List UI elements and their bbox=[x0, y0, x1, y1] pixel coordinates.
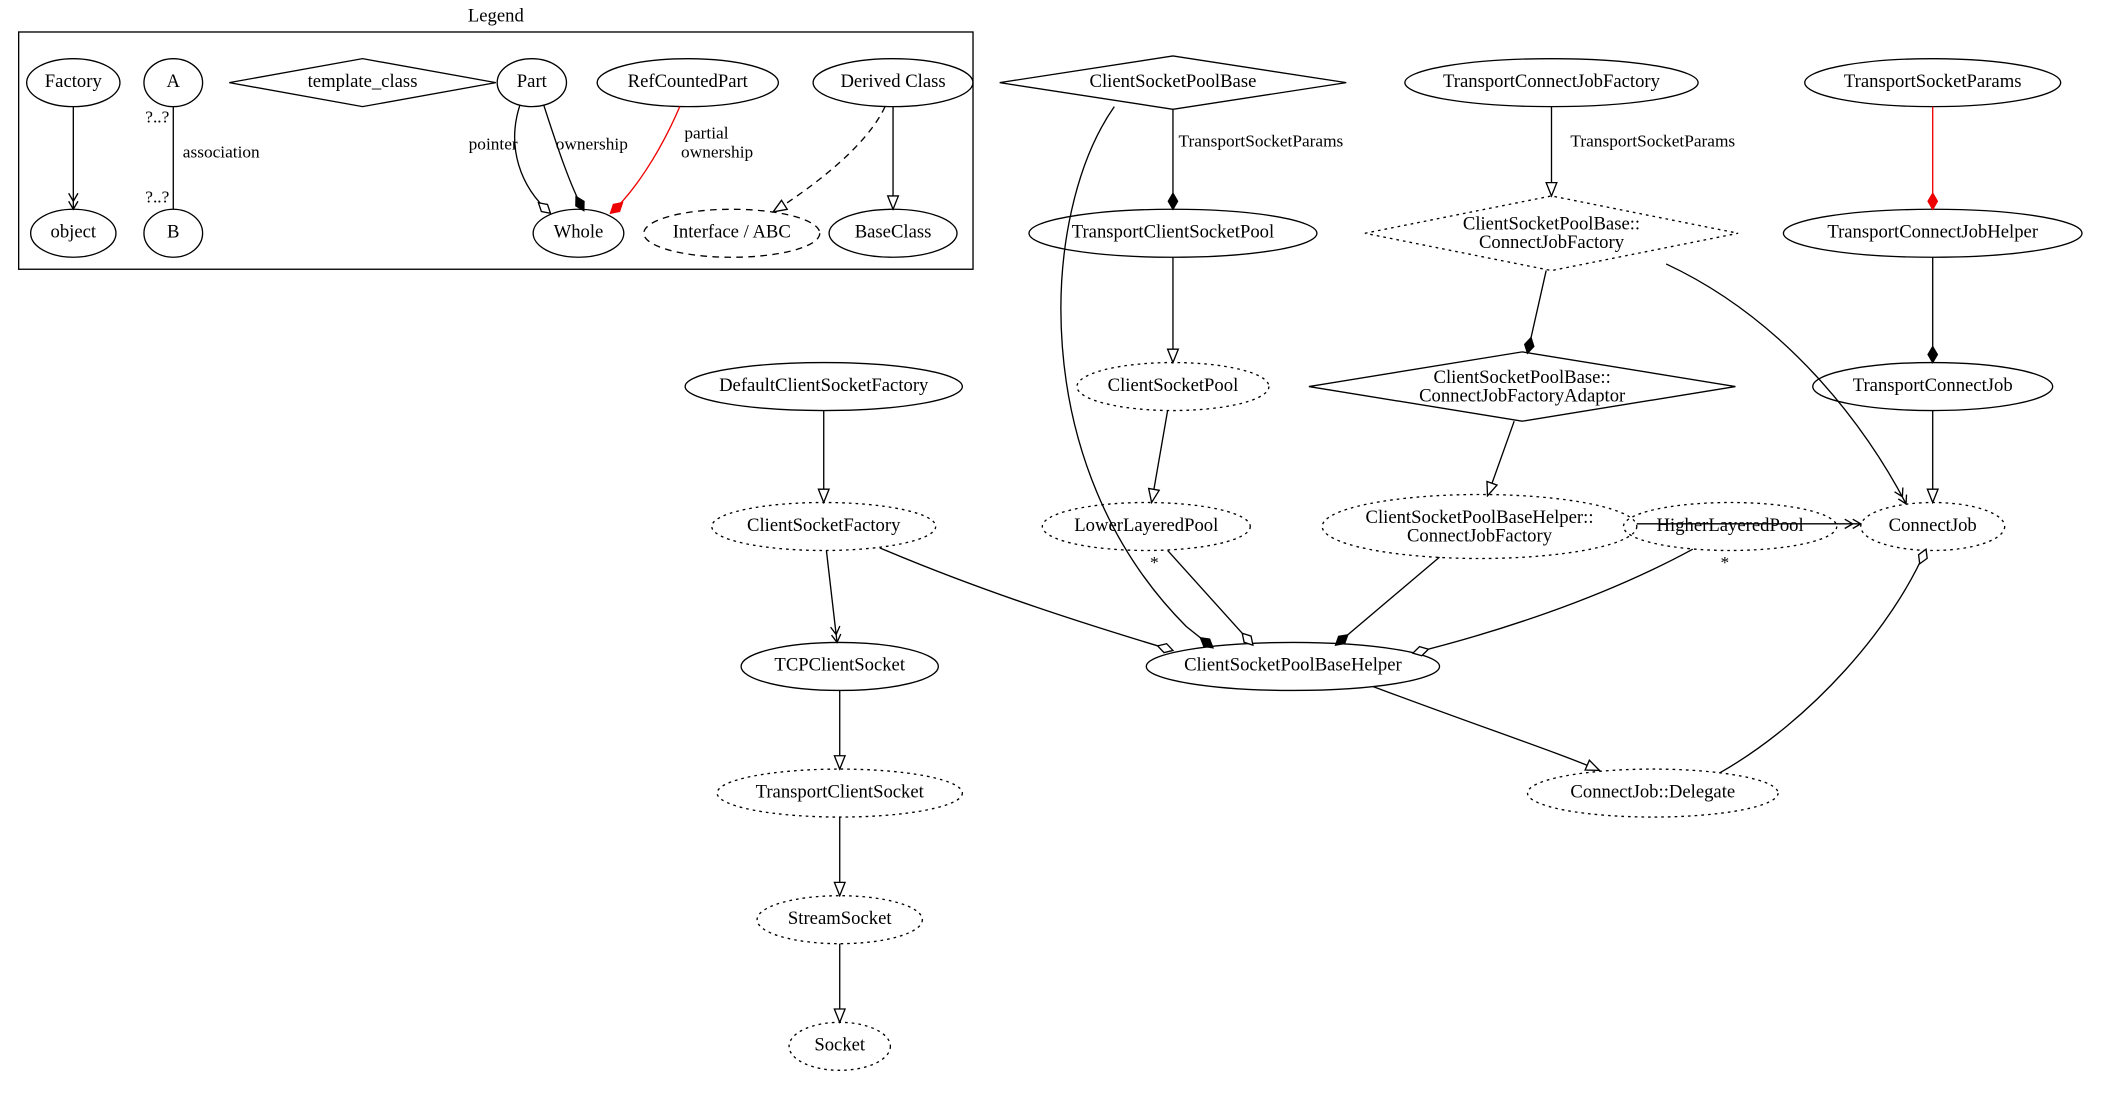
edge-cjdel-cj bbox=[1719, 549, 1926, 773]
legend-label-pointer: pointer bbox=[469, 134, 518, 153]
svg-text:Interface / ABC: Interface / ABC bbox=[673, 222, 791, 243]
svg-text:StreamSocket: StreamSocket bbox=[788, 908, 892, 929]
node-transportclientsocketpool: TransportClientSocketPool bbox=[1029, 209, 1317, 257]
legend-node-object: object bbox=[31, 209, 116, 257]
svg-text:TransportClientSocketPool: TransportClientSocketPool bbox=[1072, 222, 1274, 243]
edge-cspbcjfa-cspbhcjf bbox=[1488, 421, 1515, 496]
edge-label-llp-star: * bbox=[1150, 553, 1159, 572]
node-tcpclientsocket: TCPClientSocket bbox=[741, 642, 938, 690]
legend-node-factory: Factory bbox=[27, 59, 120, 107]
legend: Legend Factory object A B template_class… bbox=[19, 5, 973, 269]
legend-node-part: Part bbox=[497, 59, 566, 107]
svg-text:TransportClientSocket: TransportClientSocket bbox=[756, 781, 925, 802]
main-diagram: ClientSocketPoolBase TransportConnectJob… bbox=[685, 56, 2082, 1070]
node-transportconnectjobhelper: TransportConnectJobHelper bbox=[1783, 209, 2082, 257]
legend-label-assoc-top: ?..? bbox=[145, 108, 169, 127]
node-clientsocketpoolbasehelper: ClientSocketPoolBaseHelper bbox=[1146, 642, 1439, 690]
svg-text:object: object bbox=[51, 222, 97, 243]
diagram-canvas: Legend Factory object A B template_class… bbox=[0, 0, 2106, 1093]
node-transportclientsocket: TransportClientSocket bbox=[717, 769, 962, 817]
svg-text:ConnectJobFactory: ConnectJobFactory bbox=[1479, 232, 1625, 253]
svg-text:ClientSocketPoolBaseHelper: ClientSocketPoolBaseHelper bbox=[1184, 655, 1402, 676]
edge-csp-llp bbox=[1152, 411, 1168, 503]
node-cspbh-connectjobfactory: ClientSocketPoolBaseHelper::ConnectJobFa… bbox=[1322, 495, 1637, 559]
svg-text:template_class: template_class bbox=[308, 71, 418, 92]
svg-text:ConnectJobFactoryAdaptor: ConnectJobFactoryAdaptor bbox=[1419, 385, 1626, 406]
edge-label-tsp1: TransportSocketParams bbox=[1179, 132, 1344, 151]
node-clientsocketfactory: ClientSocketFactory bbox=[712, 503, 936, 551]
svg-text:TransportConnectJobHelper: TransportConnectJobHelper bbox=[1827, 222, 2039, 243]
svg-text:BaseClass: BaseClass bbox=[855, 222, 932, 243]
legend-label-ownership: ownership bbox=[556, 134, 628, 153]
legend-node-interface: Interface / ABC bbox=[644, 209, 820, 257]
edge-hlp-cspbh bbox=[1413, 549, 1693, 653]
legend-label-assoc-bot: ?..? bbox=[145, 188, 169, 207]
legend-edge-pointer bbox=[515, 105, 551, 213]
svg-text:TCPClientSocket: TCPClientSocket bbox=[774, 655, 905, 676]
svg-text:Part: Part bbox=[517, 71, 548, 92]
svg-text:ConnectJobFactory: ConnectJobFactory bbox=[1407, 525, 1553, 546]
legend-node-baseclass: BaseClass bbox=[829, 209, 957, 257]
edge-cspbh-cjdel bbox=[1373, 686, 1600, 770]
svg-text:Whole: Whole bbox=[554, 222, 604, 243]
edge-csf-cspbh bbox=[880, 548, 1173, 651]
legend-node-a: A bbox=[144, 59, 203, 107]
svg-text:TransportSocketParams: TransportSocketParams bbox=[1844, 71, 2022, 92]
svg-text:ClientSocketPool: ClientSocketPool bbox=[1108, 375, 1239, 396]
node-clientsocketpool: ClientSocketPool bbox=[1077, 363, 1269, 411]
svg-text:TransportConnectJob: TransportConnectJob bbox=[1853, 375, 2013, 396]
svg-text:ClientSocketFactory: ClientSocketFactory bbox=[747, 515, 901, 536]
svg-text:A: A bbox=[167, 71, 181, 92]
edge-label-hlp-star: * bbox=[1720, 553, 1729, 572]
edge-label-tsp2: TransportSocketParams bbox=[1570, 132, 1735, 151]
legend-node-b: B bbox=[144, 209, 203, 257]
node-socket: Socket bbox=[789, 1022, 890, 1070]
legend-edge-partial bbox=[610, 107, 679, 214]
node-transportsocketparams: TransportSocketParams bbox=[1805, 59, 2061, 107]
node-higherlayeredpool: HigherLayeredPool bbox=[1623, 503, 1836, 551]
svg-text:ClientSocketPoolBase: ClientSocketPoolBase bbox=[1090, 71, 1257, 92]
legend-node-template: template_class bbox=[229, 59, 496, 107]
legend-node-refcounted: RefCountedPart bbox=[597, 59, 778, 107]
svg-text:B: B bbox=[167, 222, 179, 243]
node-clientsocketpoolbase: ClientSocketPoolBase bbox=[1000, 56, 1347, 109]
edge-csf-tcs bbox=[826, 550, 837, 642]
svg-text:LowerLayeredPool: LowerLayeredPool bbox=[1074, 515, 1218, 536]
svg-text:ConnectJob: ConnectJob bbox=[1889, 515, 1977, 536]
node-connectjob-delegate: ConnectJob::Delegate bbox=[1528, 769, 1779, 817]
legend-label-partial2: ownership bbox=[681, 142, 753, 161]
node-transportconnectjob: TransportConnectJob bbox=[1813, 363, 2053, 411]
node-lowerlayeredpool: LowerLayeredPool bbox=[1042, 503, 1250, 551]
node-cspb-connectjobfactoryadaptor: ClientSocketPoolBase::ConnectJobFactoryA… bbox=[1309, 352, 1736, 421]
edge-cspbhcjf-cspbh bbox=[1336, 557, 1440, 645]
svg-text:HigherLayeredPool: HigherLayeredPool bbox=[1657, 515, 1804, 536]
legend-node-derived: Derived Class bbox=[813, 59, 973, 107]
legend-label-assoc-mid: association bbox=[183, 142, 260, 161]
node-defaultclientsocketfactory: DefaultClientSocketFactory bbox=[685, 363, 962, 411]
edge-llp-cspbh bbox=[1168, 550, 1253, 645]
node-connectjob: ConnectJob bbox=[1861, 503, 2005, 551]
legend-node-whole: Whole bbox=[533, 209, 624, 257]
svg-text:ConnectJob::Delegate: ConnectJob::Delegate bbox=[1570, 781, 1735, 802]
legend-edge-ownership bbox=[544, 105, 584, 210]
edge-cspbcjf-cspbcjfa bbox=[1528, 271, 1547, 354]
node-cspb-connectjobfactory: ClientSocketPoolBase::ConnectJobFactory bbox=[1365, 196, 1738, 271]
legend-edge-interface bbox=[773, 107, 885, 212]
node-streamsocket: StreamSocket bbox=[757, 896, 922, 944]
svg-text:RefCountedPart: RefCountedPart bbox=[628, 71, 749, 92]
svg-text:DefaultClientSocketFactory: DefaultClientSocketFactory bbox=[719, 375, 929, 396]
node-transportconnectjobfactory: TransportConnectJobFactory bbox=[1405, 59, 1698, 107]
legend-title: Legend bbox=[468, 5, 525, 26]
svg-text:Derived Class: Derived Class bbox=[840, 71, 945, 92]
legend-label-partial1: partial bbox=[684, 124, 728, 143]
svg-text:Factory: Factory bbox=[45, 71, 103, 92]
svg-text:Socket: Socket bbox=[814, 1035, 866, 1056]
svg-text:TransportConnectJobFactory: TransportConnectJobFactory bbox=[1443, 71, 1661, 92]
